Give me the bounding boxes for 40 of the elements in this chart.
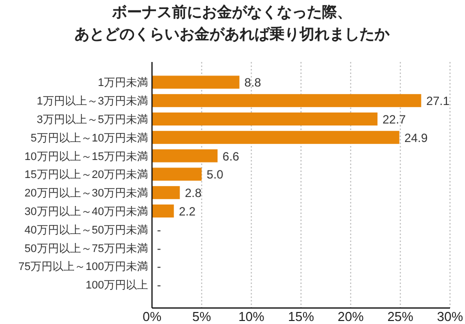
bar	[152, 186, 180, 200]
y-tick-label: 100万円以上	[86, 278, 148, 292]
y-tick-label: 75万円以上～100万円未満	[18, 260, 148, 274]
data-label: 2.2	[178, 204, 196, 218]
y-tick-label: 1万円未満	[98, 76, 148, 90]
y-tick-label: 1万円以上～3万円未満	[36, 94, 148, 108]
y-tick-label: 50万円以上～75万円未満	[24, 242, 148, 255]
text: -	[157, 260, 161, 274]
data-label: 8.8	[244, 76, 262, 90]
data-label: 22.7	[382, 112, 406, 126]
y-tick-label: 40万円以上～50万円未満	[24, 223, 148, 236]
data-label: 27.1	[426, 94, 450, 108]
y-tick-label: 3万円以上～5万円未満	[36, 113, 148, 126]
data-label: 5.0	[206, 168, 224, 182]
bar	[152, 149, 218, 162]
text: -	[157, 241, 161, 256]
data-label: 6.6	[222, 149, 240, 164]
x-tick-label: 0%	[142, 309, 162, 324]
x-tick-label: 20%	[338, 309, 364, 324]
text: -	[157, 278, 161, 292]
bar	[152, 112, 378, 126]
y-tick-label: 5万円以上～10万円未満	[30, 131, 148, 144]
data-label: 2.8	[184, 186, 202, 200]
x-tick-label: 30%	[436, 309, 464, 324]
x-tick-label: 10%	[238, 309, 265, 324]
bar	[152, 94, 422, 108]
bar	[152, 76, 240, 89]
bar	[152, 130, 400, 144]
x-tick-label: 5%	[192, 309, 212, 324]
y-tick-label: 20万円以上～30万円未満	[24, 186, 148, 200]
x-tick-label: 25%	[387, 309, 414, 324]
y-tick-label: 30万円以上～40万円未満	[24, 205, 148, 218]
text: -	[157, 222, 161, 237]
data-label: 24.9	[404, 130, 428, 145]
bar	[152, 204, 174, 218]
chart-title: ボーナス前にお金がなくなった際、あとどのくらいお金があれば乗り切れましたか	[74, 3, 390, 45]
y-tick-label: 10万円以上～15万円未満	[24, 150, 148, 163]
x-tick-label: 15%	[288, 309, 314, 324]
bar	[152, 168, 202, 181]
y-tick-label: 15万円以上～20万円未満	[24, 168, 148, 182]
